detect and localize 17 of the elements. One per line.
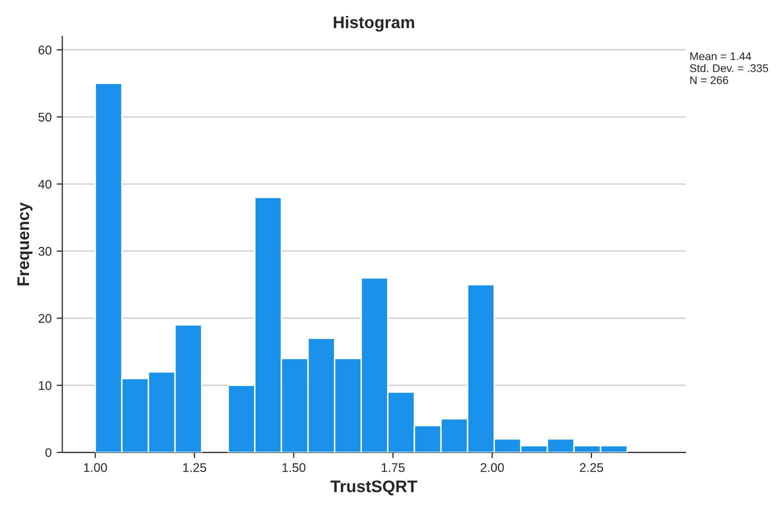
y-tick-label: 30 [38,246,52,256]
x-tick-label: 1.25 [183,463,206,472]
y-axis-title: Frequency [18,202,32,286]
x-tick-label: 1.50 [282,463,306,472]
y-tick-label: 50 [38,112,52,122]
x-axis-title: TrustSQRT [330,480,418,496]
y-tick-label: 10 [38,381,52,390]
x-tick-label: 2.00 [480,463,504,472]
text: Mean = 1.44 Std. Dev. = .335 N = 266 [690,52,768,84]
y-tick-label: 0 [45,448,52,458]
chart-title: Histogram [334,16,414,32]
x-tick-label: 2.25 [580,463,604,472]
y-tick-label: 60 [38,46,52,54]
y-tick-label: 40 [38,180,52,189]
x-tick-label: 1.00 [84,463,107,472]
y-tick-label: 20 [38,314,52,323]
x-tick-label: 1.75 [382,463,405,472]
